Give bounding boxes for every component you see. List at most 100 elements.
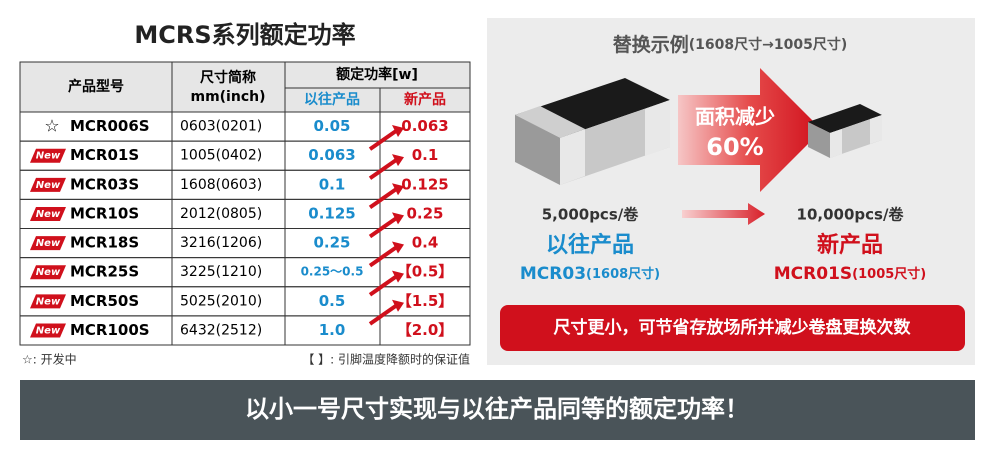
chip-cap <box>870 115 882 144</box>
up-arrow-head <box>392 212 404 225</box>
new-power: 【0.5】 <box>397 263 454 281</box>
title-suffix: (1608尺寸→1005尺寸) <box>689 36 847 53</box>
up-arrow <box>368 216 398 239</box>
new-power: 0.1 <box>412 146 439 164</box>
table-title: MCRS系列额定功率 <box>134 21 355 49</box>
model: MCR50S <box>70 292 139 310</box>
chip-cap <box>560 129 585 185</box>
old-power: 0.25 <box>313 234 350 252</box>
big-arrow <box>678 68 822 192</box>
new-badge: New <box>36 238 61 249</box>
new-power: 0.4 <box>412 234 439 252</box>
new-badge: New <box>36 325 61 336</box>
chip-top <box>808 104 882 133</box>
new-badge-bg <box>30 294 66 309</box>
arrow-text: 面积减少 <box>695 105 775 129</box>
row <box>19 315 471 346</box>
up-arrow <box>368 187 398 210</box>
model: MCR01S <box>70 146 139 164</box>
new-badge-bg <box>30 206 66 221</box>
up-arrow <box>368 129 398 151</box>
chip-cap <box>830 129 842 158</box>
old-part: MCR03(1608尺寸) <box>520 264 660 284</box>
up-arrow-head <box>392 183 404 196</box>
footer <box>20 380 975 440</box>
up-arrow <box>368 158 398 180</box>
size: 0603(0201) <box>180 119 262 135</box>
chip-front <box>830 115 882 158</box>
model: MCR006S <box>70 117 150 135</box>
new-badge: New <box>36 209 61 220</box>
new-badge-bg <box>30 236 66 251</box>
up-arrow <box>368 274 398 297</box>
banner <box>500 305 965 351</box>
new-badge-bg <box>30 177 66 192</box>
old-power: 0.063 <box>308 146 355 164</box>
banner-text: 尺寸更小，可节省存放场所并减少卷盘更换次数 <box>554 317 912 338</box>
new-power: 0.125 <box>401 175 448 193</box>
old-power: 1.0 <box>319 321 346 339</box>
table: 产品型号 尺寸简称 mm(inch) 额定功率[w] 以往产品 新产品 ☆ MCR… <box>19 61 471 346</box>
star: ☆ <box>44 117 59 137</box>
new-badge: New <box>36 180 61 191</box>
new-badge-bg <box>30 148 66 163</box>
old-power: 0.25～0.5 <box>301 265 364 279</box>
chip-front <box>560 100 670 185</box>
chip-side <box>808 122 830 158</box>
new-badge-bg <box>30 265 66 280</box>
new-power: 0.25 <box>406 204 443 222</box>
new-badge-bg <box>30 323 66 338</box>
size: 3216(1206) <box>180 235 262 251</box>
up-arrow <box>368 245 398 268</box>
size: 3225(1210) <box>180 264 262 280</box>
chip-cap <box>645 100 670 156</box>
chip-cap <box>515 106 585 138</box>
model: MCR18S <box>70 234 139 252</box>
model: MCR25S <box>70 263 139 281</box>
header: 产品型号 <box>68 78 124 95</box>
small-arrow <box>682 203 765 225</box>
note: ☆: 开发中 <box>22 352 77 367</box>
size: 1608(0603) <box>180 177 262 193</box>
up-arrow-head <box>392 241 404 254</box>
chip-cap <box>625 78 670 100</box>
new-badge: New <box>36 296 61 307</box>
up-arrow-head <box>392 154 404 167</box>
old-power: 0.05 <box>313 117 350 135</box>
up-arrow <box>368 304 398 326</box>
part: MCR03 <box>520 264 586 284</box>
new-part: MCR01S(1005尺寸) <box>774 264 926 284</box>
size: (1005尺寸) <box>852 266 926 282</box>
model: MCR100S <box>70 321 150 339</box>
header: 尺寸简称 <box>200 69 256 86</box>
panel-title: 替换示例(1608尺寸→1005尺寸) <box>613 33 847 56</box>
part: MCR01S <box>774 264 852 284</box>
size: 5025(2010) <box>180 293 262 309</box>
chip-side <box>515 115 560 185</box>
header-bg <box>19 61 471 113</box>
title-main: 替换示例 <box>613 33 689 56</box>
model: MCR03S <box>70 175 139 193</box>
arrow-text: 60% <box>706 133 763 161</box>
old-power: 0.125 <box>308 204 355 222</box>
header: mm(inch) <box>190 89 265 105</box>
qty: 5,000pcs/卷 <box>542 206 639 224</box>
size: (1608尺寸) <box>586 266 660 282</box>
new-badge: New <box>36 267 61 278</box>
new-power: 0.063 <box>401 117 448 135</box>
header: 额定功率[w] <box>336 66 418 83</box>
size: 6432(2512) <box>180 322 262 338</box>
up-arrow-head <box>392 125 404 137</box>
new-power: 【1.5】 <box>397 292 454 310</box>
header-new: 新产品 <box>404 91 446 108</box>
up-arrow-head <box>392 299 404 312</box>
header-old: 以往产品 <box>304 91 360 108</box>
old-power: 0.1 <box>319 175 346 193</box>
size: 2012(0805) <box>180 206 262 222</box>
old-label: 以往产品 <box>546 232 634 258</box>
note: 【 】: 引脚温度降额时的保证值 <box>302 352 470 367</box>
new-badge: New <box>36 151 61 162</box>
model: MCR10S <box>70 204 139 222</box>
